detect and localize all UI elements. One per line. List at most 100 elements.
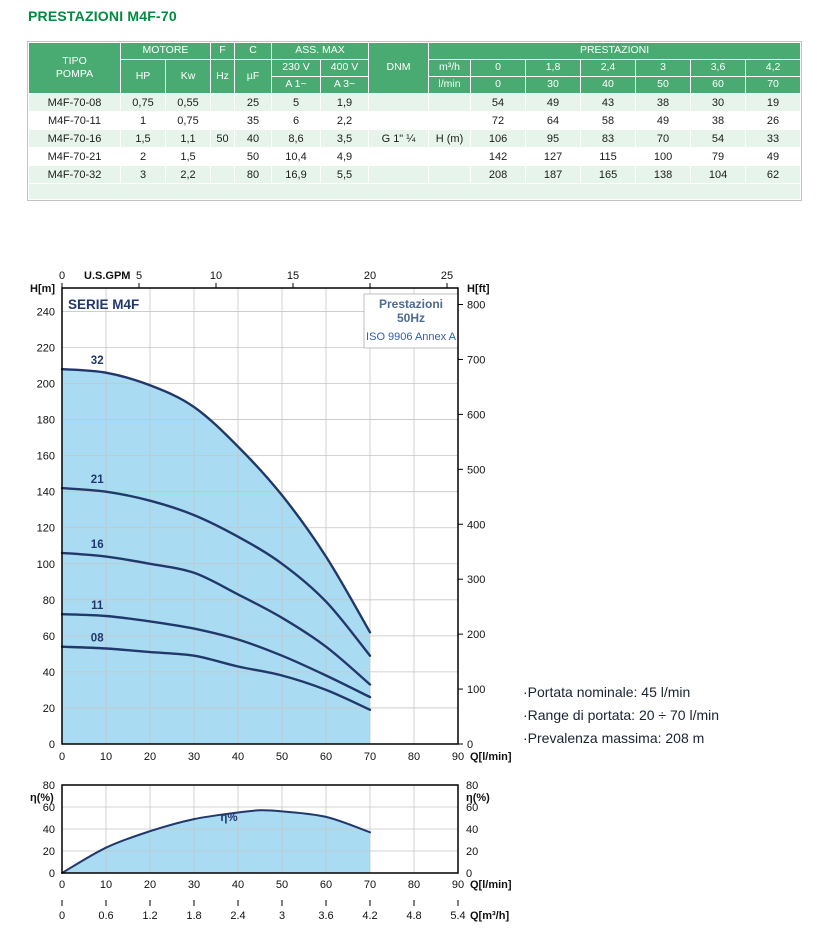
svg-text:500: 500 (467, 464, 485, 476)
svg-text:160: 160 (37, 451, 55, 463)
col-header-lmin-value: 30 (525, 76, 582, 94)
col-header-lmin-value: 70 (745, 76, 802, 94)
pump-model-cell: M4F-70-21 (28, 147, 121, 166)
col-header-m3h-value: 4,2 (745, 59, 802, 77)
svg-text:40: 40 (43, 667, 55, 679)
header-row-3: A 1~ A 3~ l/min 0 30 40 50 60 70 (29, 76, 802, 94)
value-cell: 0,75 (165, 111, 211, 130)
value-cell: 43 (580, 93, 637, 112)
value-cell (210, 111, 235, 130)
svg-text:H[m]: H[m] (30, 283, 55, 295)
value-cell: 142 (470, 147, 527, 166)
value-cell: 165 (580, 165, 637, 184)
svg-text:1.8: 1.8 (186, 910, 201, 922)
col-header-lmin-value: 60 (690, 76, 747, 94)
col-header-m3h-value: 0 (470, 59, 527, 77)
svg-text:10: 10 (100, 751, 112, 763)
col-header-prestazioni: PRESTAZIONI (428, 42, 802, 60)
svg-text:50: 50 (276, 879, 288, 891)
col-header-lmin-value: 50 (635, 76, 692, 94)
svg-text:40: 40 (232, 879, 244, 891)
value-cell: 2,2 (165, 165, 211, 184)
svg-text:20: 20 (43, 846, 55, 858)
svg-text:20: 20 (144, 879, 156, 891)
table-row: M4F-70-11 1 0,75 35 6 2,2 72 64 58 49 38 26 (28, 111, 802, 130)
svg-text:0: 0 (467, 739, 473, 751)
value-cell (368, 147, 430, 166)
svg-text:70: 70 (364, 751, 376, 763)
col-header-lmin-value: 40 (580, 76, 637, 94)
svg-text:20: 20 (144, 751, 156, 763)
pump-model-cell: M4F-70-11 (28, 111, 121, 130)
svg-text:100: 100 (467, 684, 485, 696)
svg-text:140: 140 (37, 487, 55, 499)
col-header-lmin: l/min (428, 76, 472, 94)
value-cell: 30 (690, 93, 747, 112)
value-cell: 8,6 (271, 129, 321, 148)
svg-text:300: 300 (467, 574, 485, 586)
value-cell: 49 (745, 147, 802, 166)
value-cell: 1,5 (120, 129, 166, 148)
value-cell (210, 147, 235, 166)
svg-text:4.8: 4.8 (406, 910, 421, 922)
svg-text:20: 20 (43, 703, 55, 715)
value-cell (368, 165, 430, 184)
page-title: PRESTAZIONI M4F-70 (28, 8, 177, 24)
svg-text:Q[l/min]: Q[l/min] (470, 751, 512, 763)
value-cell: 1,5 (165, 147, 211, 166)
svg-text:4.2: 4.2 (362, 910, 377, 922)
performance-table: TIPO POMPA MOTORE F C ASS. MAX DNM PREST… (26, 41, 803, 201)
performance-notes: ·Portata nominale: 45 l/min ·Range di po… (523, 681, 719, 750)
value-cell: 50 (234, 147, 272, 166)
note-portata-nominale: ·Portata nominale: 45 l/min (523, 684, 691, 700)
value-cell: 54 (470, 93, 527, 112)
svg-text:80: 80 (43, 595, 55, 607)
svg-text:80: 80 (408, 879, 420, 891)
col-header-400v: 400 V (319, 59, 370, 77)
svg-text:90: 90 (452, 751, 464, 763)
value-cell (428, 111, 472, 130)
value-cell: 62 (745, 165, 802, 184)
svg-text:60: 60 (320, 751, 332, 763)
col-header-kw: Kw (165, 59, 211, 94)
value-cell: 1 (120, 111, 166, 130)
value-cell: 2,2 (319, 111, 370, 130)
svg-text:0: 0 (49, 739, 55, 751)
svg-text:32: 32 (91, 355, 104, 367)
value-cell: 95 (525, 129, 582, 148)
svg-text:0: 0 (59, 879, 65, 891)
svg-text:80: 80 (466, 780, 478, 792)
svg-text:200: 200 (37, 379, 55, 391)
pump-model-cell: M4F-70-16 (28, 129, 121, 148)
svg-text:40: 40 (43, 824, 55, 836)
svg-text:400: 400 (467, 519, 485, 531)
svg-text:60: 60 (466, 802, 478, 814)
svg-text:10: 10 (210, 270, 222, 282)
value-cell: 38 (635, 93, 692, 112)
svg-text:20: 20 (466, 846, 478, 858)
col-header-m3h-value: 3 (635, 59, 692, 77)
svg-text:30: 30 (188, 879, 200, 891)
svg-text:SERIE M4F: SERIE M4F (68, 297, 139, 312)
svg-text:800: 800 (467, 300, 485, 312)
col-header-a1: A 1~ (271, 76, 321, 94)
value-cell: 72 (470, 111, 527, 130)
value-cell: 54 (690, 129, 747, 148)
svg-text:Prestazioni: Prestazioni (379, 297, 443, 311)
svg-text:180: 180 (37, 415, 55, 427)
value-cell (428, 147, 472, 166)
col-header-m3h-value: 3,6 (690, 59, 747, 77)
svg-text:15: 15 (287, 270, 299, 282)
value-cell: 79 (690, 147, 747, 166)
value-cell: 100 (635, 147, 692, 166)
value-cell: 33 (745, 129, 802, 148)
value-cell: 10,4 (271, 147, 321, 166)
value-cell: 5 (271, 93, 321, 112)
svg-text:0: 0 (59, 270, 65, 282)
value-cell: 19 (745, 93, 802, 112)
svg-text:Q[m³/h]: Q[m³/h] (470, 910, 509, 922)
svg-text:25: 25 (441, 270, 453, 282)
